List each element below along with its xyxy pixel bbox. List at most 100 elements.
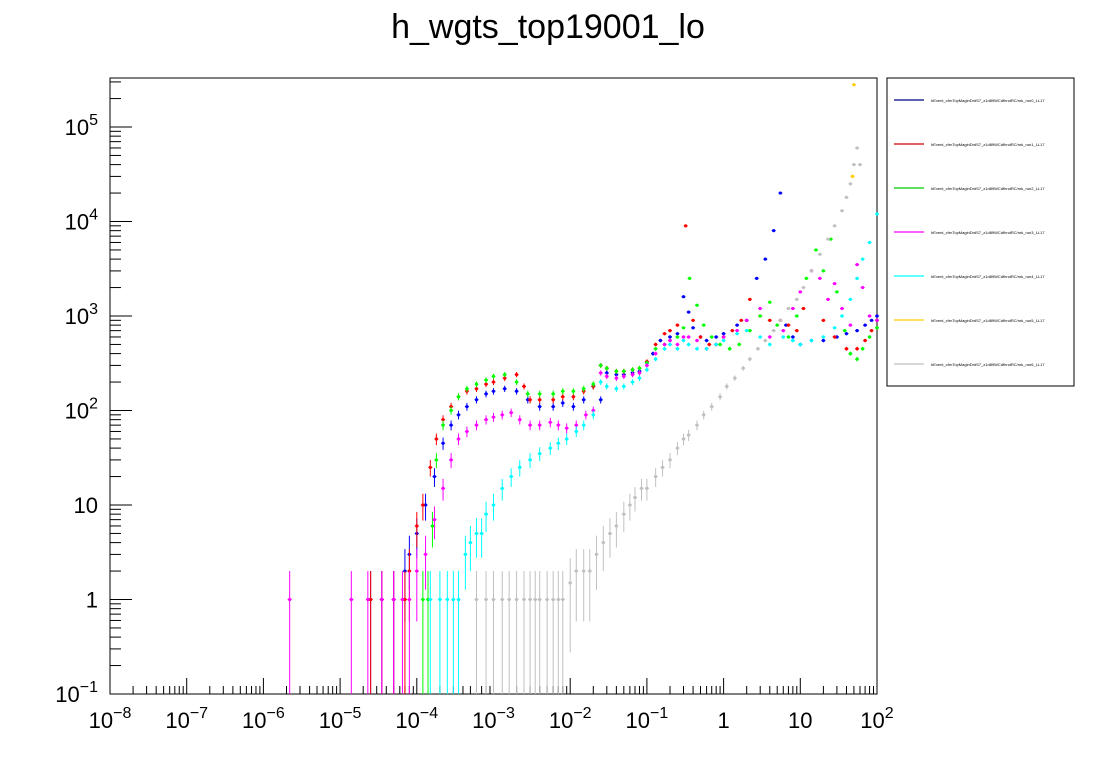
data-point — [667, 342, 672, 347]
data-point — [794, 329, 799, 333]
data-point — [855, 276, 860, 280]
data-point — [423, 493, 428, 521]
data-point — [790, 306, 795, 311]
data-point — [737, 342, 742, 347]
data-point — [349, 571, 354, 694]
data-point — [491, 373, 496, 380]
data-point — [686, 335, 691, 339]
data-point — [528, 396, 533, 404]
legend-label: hEvent_cfrnTopMaginDrdS7_z1d89WCdfhndRC/… — [931, 230, 1045, 235]
data-point — [581, 396, 586, 404]
data-point — [456, 571, 461, 694]
data-point — [875, 326, 879, 330]
data-point — [484, 501, 489, 533]
data-point — [794, 314, 799, 318]
data-point — [537, 390, 542, 398]
data-point — [607, 518, 612, 558]
data-point — [687, 276, 692, 280]
data-point — [754, 276, 759, 280]
data-point — [691, 326, 696, 330]
y-tick-label: 1 — [86, 587, 98, 612]
x-tick-label: 10−6 — [242, 705, 285, 733]
data-point — [522, 383, 527, 390]
data-point — [491, 379, 496, 386]
data-point — [683, 224, 688, 228]
data-point — [379, 571, 384, 694]
data-point — [525, 390, 530, 398]
data-point — [667, 335, 672, 339]
x-tick-label: 10−1 — [626, 705, 669, 733]
data-point — [840, 314, 845, 318]
data-point — [709, 402, 714, 411]
data-point — [514, 388, 519, 395]
data-point — [755, 346, 760, 351]
data-point — [704, 338, 709, 343]
data-point — [630, 372, 635, 378]
data-point — [484, 390, 489, 398]
y-tick-label: 104 — [65, 206, 98, 234]
data-point — [500, 478, 505, 501]
data-point — [428, 571, 433, 694]
x-tick-label: 10−4 — [395, 705, 438, 733]
data-point — [817, 276, 822, 280]
data-point — [491, 571, 496, 694]
data-point — [798, 342, 803, 347]
data-point — [456, 433, 461, 446]
data-point — [451, 571, 456, 694]
data-point — [758, 335, 763, 339]
data-point — [860, 257, 865, 261]
data-point — [560, 571, 565, 694]
data-point — [432, 506, 437, 540]
data-point — [365, 571, 370, 694]
data-point — [744, 329, 749, 333]
data-point — [771, 229, 776, 233]
data-point — [767, 318, 772, 322]
x-tick-label: 10−8 — [89, 705, 132, 733]
data-point — [850, 174, 855, 179]
data-point — [644, 367, 649, 373]
data-point — [821, 269, 826, 273]
data-point — [581, 385, 586, 392]
data-point — [598, 363, 603, 368]
data-point — [790, 338, 795, 343]
data-point — [564, 423, 569, 434]
legend-entry: hEvent_cfrnTopMaginDrdS7_z1d89WCdfhndRC/… — [894, 186, 1045, 191]
data-point — [809, 338, 814, 343]
data-point — [863, 338, 868, 343]
data-point — [781, 335, 786, 339]
x-tick-label: 1 — [717, 708, 729, 733]
data-point — [468, 525, 473, 572]
data-point — [556, 437, 561, 450]
data-point — [449, 406, 454, 415]
data-point — [758, 306, 763, 311]
data-point — [551, 396, 556, 404]
legend-entry: hEvent_cfrnTopMaginDrdS7_z1d89WCdfhndRC/… — [894, 362, 1045, 367]
data-point — [601, 525, 606, 572]
data-point — [420, 571, 425, 694]
data-point — [614, 368, 619, 374]
data-point — [681, 326, 686, 330]
data-point — [834, 290, 839, 294]
data-point — [445, 571, 450, 694]
data-point — [621, 501, 626, 533]
data-point — [758, 314, 763, 318]
data-point — [434, 453, 439, 469]
data-point — [551, 402, 556, 411]
data-point — [432, 468, 437, 487]
data-point — [804, 276, 809, 280]
data-point — [851, 83, 856, 87]
data-point — [667, 338, 672, 343]
data-point — [786, 306, 791, 311]
data-point — [695, 303, 700, 307]
data-point — [844, 195, 849, 199]
data-point — [560, 388, 565, 395]
data-point — [614, 375, 619, 382]
data-point — [660, 459, 665, 477]
data-point — [732, 375, 737, 382]
data-point — [855, 356, 860, 362]
data-point — [778, 318, 783, 322]
data-point — [653, 346, 658, 351]
data-point — [571, 402, 576, 411]
data-point — [675, 323, 680, 327]
